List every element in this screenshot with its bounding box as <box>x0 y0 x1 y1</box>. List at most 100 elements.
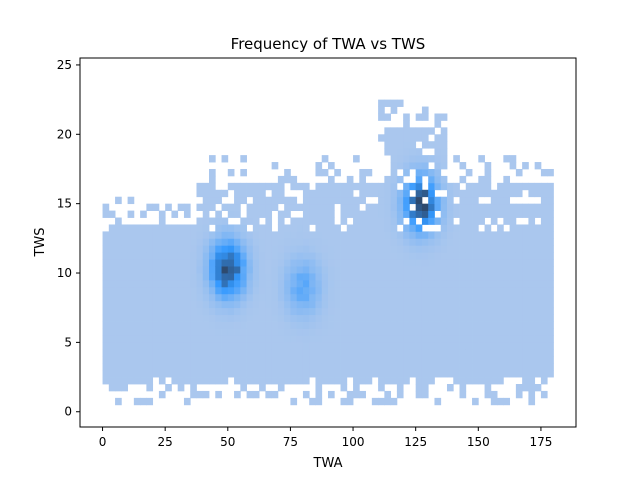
heatmap-cell <box>522 307 529 316</box>
heatmap-cell <box>428 238 435 246</box>
heatmap-cell <box>227 356 235 364</box>
heatmap-cell <box>328 321 335 329</box>
heatmap-cell <box>478 182 485 191</box>
heatmap-cell <box>446 245 454 253</box>
heatmap-cell <box>321 231 329 239</box>
heatmap-cell <box>315 273 323 281</box>
heatmap-cell <box>277 370 285 378</box>
heatmap-cell <box>221 370 229 378</box>
heatmap-cell <box>403 134 410 142</box>
heatmap-cell <box>108 279 116 288</box>
heatmap-cell <box>371 252 379 260</box>
heatmap-cell <box>302 279 310 288</box>
heatmap-cell <box>403 168 410 177</box>
heatmap-cell <box>440 203 448 211</box>
heatmap-cell <box>328 231 335 239</box>
heatmap-cell <box>334 321 341 329</box>
heatmap-cell <box>171 231 179 239</box>
heatmap-cell <box>478 377 485 385</box>
heatmap-cell <box>296 321 304 329</box>
heatmap-cell <box>384 210 392 218</box>
heatmap-cell <box>215 370 222 378</box>
heatmap-cell <box>252 182 260 191</box>
heatmap-cell <box>140 231 147 239</box>
heatmap-cell <box>328 210 335 218</box>
heatmap-cell <box>359 293 366 302</box>
heatmap-cell <box>428 349 435 357</box>
heatmap-cell <box>146 293 154 302</box>
heatmap-cell <box>252 356 260 364</box>
heatmap-cell <box>540 286 548 295</box>
heatmap-cell <box>415 335 423 343</box>
heatmap-cell <box>271 279 279 288</box>
heatmap-cell <box>390 286 398 295</box>
heatmap-cell <box>415 155 423 163</box>
heatmap-cell <box>384 307 392 316</box>
heatmap-cell <box>271 231 279 239</box>
heatmap-cell <box>240 356 247 364</box>
heatmap-cell <box>359 279 366 288</box>
heatmap-cell <box>472 377 479 385</box>
heatmap-cell <box>409 182 417 191</box>
heatmap-cell <box>309 321 316 329</box>
heatmap-cell <box>465 245 473 253</box>
heatmap-cell <box>252 314 260 322</box>
heatmap-cell <box>497 182 504 191</box>
heatmap-cell <box>371 224 379 232</box>
heatmap-cell <box>440 307 448 316</box>
heatmap-cell <box>246 390 254 399</box>
heatmap-cell <box>115 370 122 378</box>
heatmap-cell <box>428 245 435 253</box>
heatmap-cell <box>415 321 423 329</box>
heatmap-cell <box>271 370 279 378</box>
heatmap-cell <box>365 335 373 343</box>
heatmap-cell <box>415 370 423 378</box>
heatmap-cell <box>284 196 291 205</box>
heatmap-cell <box>384 390 392 399</box>
heatmap-cell <box>115 231 122 239</box>
heatmap-cell <box>478 342 485 350</box>
heatmap-cell <box>296 293 304 302</box>
heatmap-cell <box>459 189 467 198</box>
heatmap-cell <box>121 266 128 274</box>
heatmap-cell <box>246 377 254 385</box>
heatmap-cell <box>465 321 473 329</box>
heatmap-cell <box>227 363 235 371</box>
heatmap-cell <box>396 203 404 211</box>
x-tick-label: 25 <box>158 435 173 449</box>
heatmap-cell <box>396 134 404 142</box>
heatmap-cell <box>246 252 254 260</box>
heatmap-cell <box>547 273 554 281</box>
heatmap-cell <box>296 245 304 253</box>
heatmap-cell <box>315 342 323 350</box>
heatmap-cell <box>227 168 235 177</box>
heatmap-cell <box>108 370 116 378</box>
heatmap-cell <box>415 182 423 191</box>
heatmap-cell <box>321 307 329 316</box>
heatmap-cell <box>152 314 160 322</box>
heatmap-cell <box>428 342 435 350</box>
heatmap-cell <box>302 238 310 246</box>
heatmap-cell <box>227 307 235 316</box>
heatmap-cell <box>271 182 279 191</box>
heatmap-cell <box>497 279 504 288</box>
heatmap-cell <box>459 273 467 281</box>
heatmap-cell <box>265 335 273 343</box>
heatmap-cell <box>528 224 536 232</box>
heatmap-cell <box>509 259 517 267</box>
heatmap-cell <box>221 155 229 163</box>
heatmap-cell <box>221 335 229 343</box>
heatmap-cell <box>409 134 417 142</box>
heatmap-cell <box>328 245 335 253</box>
heatmap-cell <box>340 203 348 211</box>
heatmap-cell <box>503 328 511 336</box>
heatmap-cell <box>522 266 529 274</box>
heatmap-cell <box>547 370 554 378</box>
heatmap-cell <box>321 245 329 253</box>
heatmap-cell <box>271 335 279 343</box>
heatmap-cell <box>340 259 348 267</box>
heatmap-cell <box>209 155 216 163</box>
heatmap-cell <box>540 266 548 274</box>
heatmap-cell <box>252 363 260 371</box>
heatmap-cell <box>234 273 241 281</box>
